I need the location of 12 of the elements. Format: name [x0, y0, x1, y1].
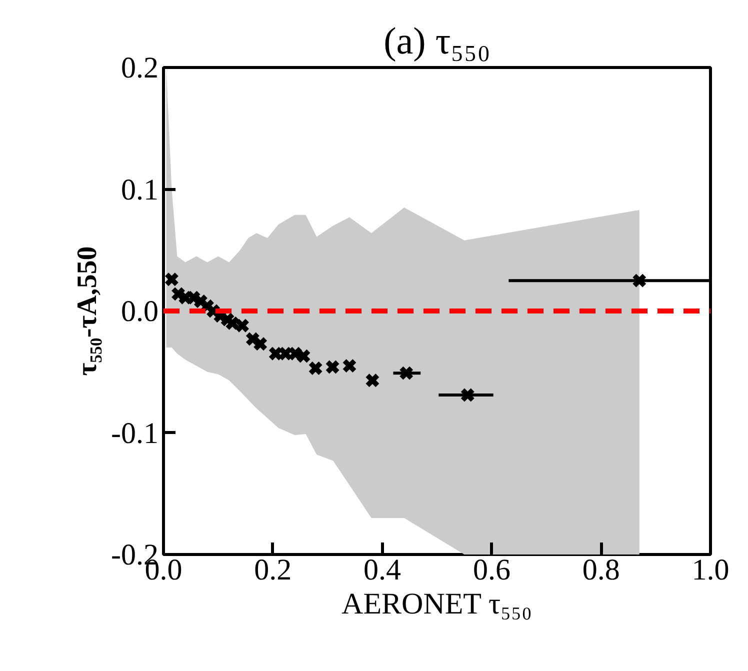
- x-axis-title: AERONET τ₅₅₀: [342, 588, 532, 620]
- y-tick-label: 0.1: [121, 173, 158, 206]
- x-tick-label: 1.0: [692, 554, 730, 586]
- x-tick-label: 0.2: [254, 554, 292, 586]
- x-tick-label: 0.6: [472, 554, 510, 586]
- y-axis-title: τ₅₅₀-τA,550: [72, 246, 104, 376]
- chart-title: (a) τ₅₅₀: [384, 20, 490, 62]
- y-tick-label: 0.0: [121, 295, 158, 328]
- x-tick-label: 0.4: [364, 554, 402, 586]
- x-tick-label: 0.8: [582, 554, 620, 586]
- y-tick-label: 0.2: [121, 52, 158, 84]
- y-tick-label: -0.1: [111, 416, 159, 450]
